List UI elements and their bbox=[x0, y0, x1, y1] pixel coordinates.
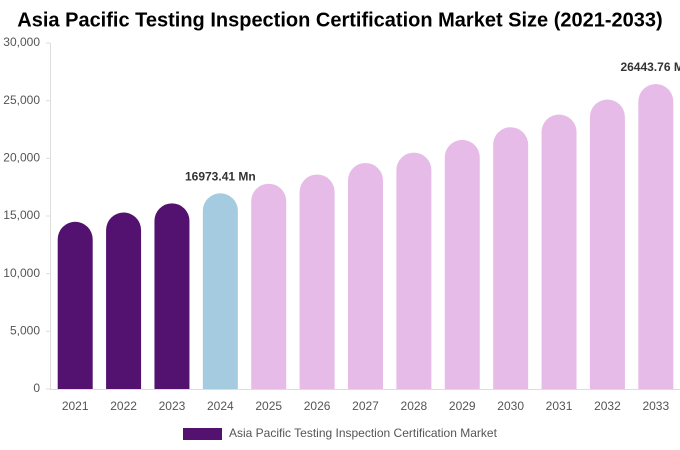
bar bbox=[541, 114, 577, 390]
bar bbox=[154, 203, 190, 389]
x-tick-label: 2021 bbox=[62, 399, 89, 413]
data-label: 26443.76 Mn bbox=[620, 60, 680, 74]
x-tick-label: 2032 bbox=[594, 399, 621, 413]
x-tick-label: 2022 bbox=[110, 399, 137, 413]
chart-title: Asia Pacific Testing Inspection Certific… bbox=[17, 9, 662, 31]
x-tick-label: 2027 bbox=[352, 399, 379, 413]
bar bbox=[396, 152, 432, 389]
bar bbox=[57, 221, 93, 389]
y-tick-label: 10,000 bbox=[3, 266, 40, 280]
legend-swatch bbox=[183, 428, 222, 440]
x-tick-label: 2026 bbox=[304, 399, 331, 413]
x-tick-label: 2031 bbox=[546, 399, 573, 413]
x-tick-label: 2028 bbox=[401, 399, 428, 413]
data-label: 16973.41 Mn bbox=[185, 169, 256, 183]
x-tick-label: 2023 bbox=[159, 399, 186, 413]
x-tick-label: 2025 bbox=[255, 399, 282, 413]
bar bbox=[251, 183, 287, 389]
x-tick-label: 2029 bbox=[449, 399, 476, 413]
y-tick-label: 15,000 bbox=[3, 208, 40, 222]
y-tick-label: 5,000 bbox=[10, 324, 40, 338]
bar bbox=[348, 162, 383, 389]
bar bbox=[444, 139, 480, 389]
y-tick-label: 30,000 bbox=[3, 35, 40, 49]
y-tick-label: 0 bbox=[33, 381, 40, 395]
bar bbox=[299, 174, 335, 389]
bar bbox=[106, 212, 142, 389]
y-tick-label: 25,000 bbox=[3, 93, 40, 107]
bar bbox=[202, 193, 238, 389]
bar bbox=[638, 84, 674, 389]
bar bbox=[493, 127, 529, 389]
legend-label: Asia Pacific Testing Inspection Certific… bbox=[229, 426, 498, 440]
x-tick-label: 2030 bbox=[497, 399, 524, 413]
bar bbox=[589, 99, 625, 389]
x-tick-label: 2033 bbox=[642, 399, 669, 413]
y-tick-label: 20,000 bbox=[3, 151, 40, 165]
x-tick-label: 2024 bbox=[207, 399, 234, 413]
